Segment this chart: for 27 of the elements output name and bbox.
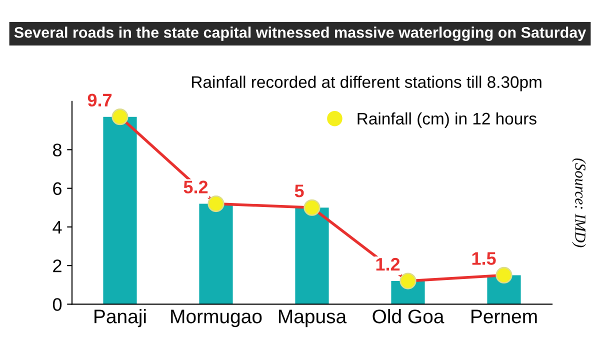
bar (199, 204, 233, 304)
bar (295, 208, 329, 304)
x-tick-label: Old Goa (372, 309, 444, 324)
x-tick-label: Panaji (94, 309, 146, 328)
x-tick-label: Mapusa (279, 310, 347, 328)
y-tick-label: 8 (53, 144, 62, 156)
y-tick-label: 4 (52, 221, 62, 234)
data-label: 1.2 (376, 258, 400, 271)
data-label: 5.2 (184, 180, 208, 194)
point (400, 272, 416, 290)
chart-subtitle: Rainfall recorded at different stations till 8.30pm (192, 76, 542, 92)
y-tick-label: 6 (53, 182, 62, 196)
chart-title: Several roads in the state capital witnessed massive waterlogging on Saturday (14, 26, 586, 41)
data-label: 9.7 (88, 94, 112, 107)
point (112, 108, 128, 126)
legend-label: Rainfall (cm) in 12 hours (358, 112, 536, 128)
point (304, 199, 320, 216)
y-tick-label: 0 (52, 298, 62, 311)
x-tick-label: Mormugao (171, 310, 262, 328)
y-tick-label: 2 (53, 260, 62, 272)
point (208, 195, 224, 212)
bar (103, 116, 137, 304)
data-label: 1.5 (472, 252, 496, 265)
text: (Source: IMD) (572, 158, 586, 248)
x-tick-label: Pernem (472, 310, 537, 324)
data-label: 5 (294, 184, 304, 198)
point (496, 266, 512, 284)
